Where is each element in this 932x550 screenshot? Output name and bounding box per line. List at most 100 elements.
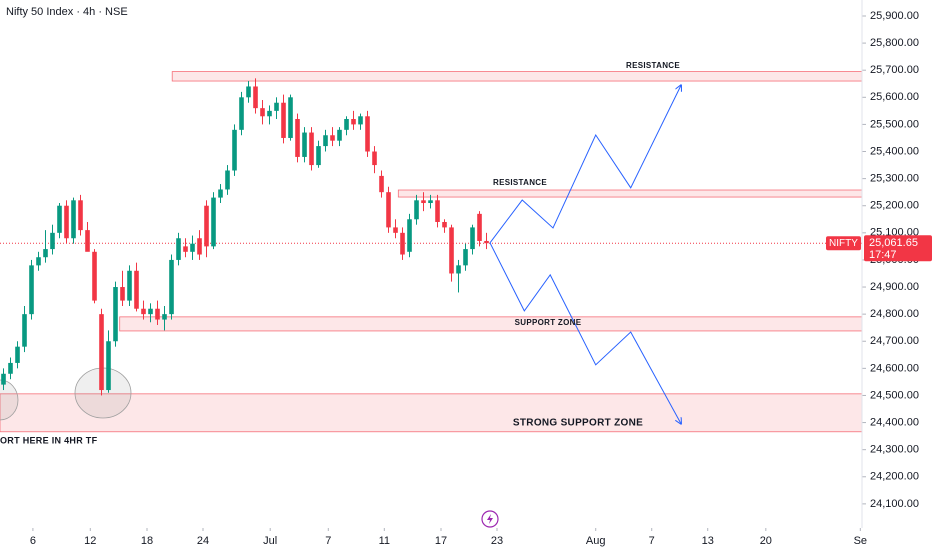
candle-body — [400, 232, 405, 255]
candle-body — [484, 240, 489, 244]
candle-body — [176, 238, 181, 260]
y-tick-label: 24,200.00 — [870, 471, 919, 483]
y-tick-label: 25,400.00 — [870, 145, 919, 157]
candle-body — [274, 102, 279, 111]
y-tick-label: 24,300.00 — [870, 444, 919, 456]
y-tick-label: 25,200.00 — [870, 200, 919, 212]
candle-body — [337, 129, 342, 141]
x-tick-label: 6 — [30, 535, 36, 547]
x-tick-label: Aug — [586, 535, 606, 547]
candle-body — [428, 200, 433, 204]
candle-body — [365, 116, 370, 152]
candle-body — [197, 238, 202, 255]
y-tick-label: 24,800.00 — [870, 308, 919, 320]
y-tick-label: 25,700.00 — [870, 64, 919, 76]
candle-body — [330, 135, 335, 141]
highlight-circle — [0, 379, 19, 421]
x-tick-label: 7 — [325, 535, 331, 547]
countdown-label: 17:47 — [869, 249, 897, 261]
x-tick-label: Se — [854, 535, 867, 547]
candle-body — [372, 151, 377, 166]
candle-body — [288, 97, 293, 138]
candle-body — [358, 116, 363, 125]
y-tick-label: 24,700.00 — [870, 335, 919, 347]
zone-label: RESISTANCE — [493, 178, 547, 187]
candle-body — [29, 265, 34, 315]
y-tick-label: 24,500.00 — [870, 389, 919, 401]
lightning-icon — [481, 510, 499, 528]
candle-body — [22, 314, 27, 347]
x-tick-label: 13 — [702, 535, 714, 547]
plot-area — [0, 71, 862, 433]
x-tick-label: 23 — [491, 535, 503, 547]
y-tick-label: 24,400.00 — [870, 416, 919, 428]
candle-body — [414, 200, 419, 220]
candle-body — [36, 257, 41, 266]
zone-label: SUPPORT ZONE — [515, 318, 582, 327]
candle-body — [134, 270, 139, 309]
candle-body — [421, 200, 426, 204]
candle-body — [127, 270, 132, 301]
candle-body — [162, 314, 167, 320]
x-tick-label: 12 — [84, 535, 96, 547]
y-tick-label: 24,100.00 — [870, 498, 919, 510]
candle-body — [155, 308, 160, 320]
candle-body — [8, 362, 13, 374]
x-tick-label: 11 — [379, 535, 390, 547]
x-tick-label: 24 — [197, 535, 209, 547]
candle-body — [344, 118, 349, 130]
chart-title: Nifty 50 Index · 4h · NSE — [6, 6, 128, 18]
x-tick-label: 20 — [760, 535, 772, 547]
candle-body — [141, 308, 146, 315]
candle-body — [316, 146, 321, 166]
candle-body — [477, 213, 482, 241]
candle-body — [323, 135, 328, 147]
candle-body — [281, 102, 286, 138]
price-label: 25,061.65 — [869, 237, 918, 249]
candle-body — [470, 227, 475, 250]
candle-body — [190, 243, 195, 252]
candle-body — [232, 129, 237, 171]
candle-body — [204, 205, 209, 247]
candle-body — [1, 373, 6, 385]
candle-body — [379, 175, 384, 193]
candle-body — [456, 265, 461, 274]
candle-body — [218, 189, 223, 198]
candle-body — [260, 108, 265, 117]
candle-body — [43, 249, 48, 258]
candle-body — [442, 221, 447, 228]
symbol-label: NIFTY — [829, 238, 858, 249]
x-tick-label: 17 — [435, 535, 447, 547]
candle-body — [449, 227, 454, 274]
candle-body — [148, 308, 153, 315]
candle-body — [302, 132, 307, 157]
candle-body — [246, 86, 251, 98]
candle-body — [267, 110, 272, 117]
candle-body — [393, 227, 398, 233]
candle-body — [99, 314, 104, 391]
candle-body — [78, 200, 83, 231]
x-tick-label: Jul — [263, 535, 277, 547]
candle-body — [463, 249, 468, 266]
candle-body — [50, 232, 55, 250]
projection-line — [489, 85, 681, 244]
candle-body — [169, 259, 174, 315]
candle-body — [309, 132, 314, 166]
x-tick-label: 7 — [649, 535, 655, 547]
candle-body — [71, 200, 76, 239]
candle-body — [239, 97, 244, 130]
candle-body — [295, 118, 300, 157]
y-tick-label: 24,600.00 — [870, 362, 919, 374]
y-tick-label: 25,300.00 — [870, 173, 919, 185]
candle-body — [92, 251, 97, 301]
candle-body — [106, 341, 111, 391]
y-tick-label: 25,800.00 — [870, 37, 919, 49]
candle-body — [225, 170, 230, 190]
price-box — [864, 235, 932, 262]
candle-body — [120, 287, 125, 301]
candle-body — [211, 197, 216, 247]
zone — [119, 316, 862, 332]
